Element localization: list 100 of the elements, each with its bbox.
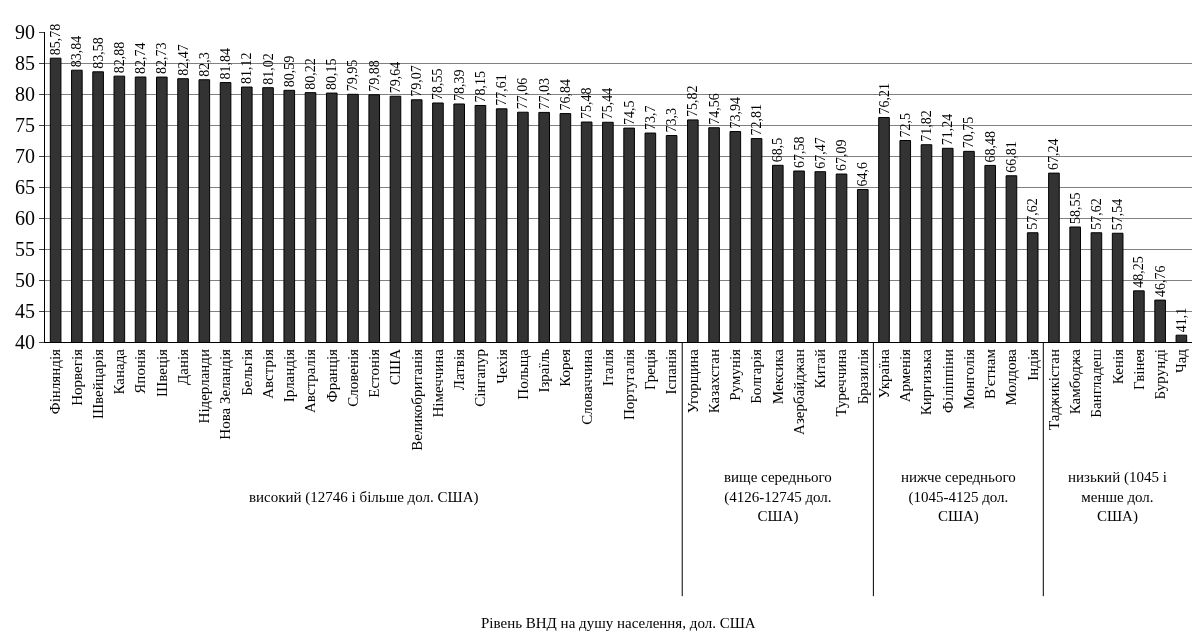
data-label: 78,15: [472, 70, 488, 103]
y-tick-label: 45: [15, 300, 35, 322]
x-tick-label: США: [387, 348, 404, 385]
data-label: 71,82: [918, 110, 934, 142]
x-tick-label: Мексика: [769, 348, 786, 405]
data-label: 79,07: [409, 65, 425, 97]
data-label: 68,48: [982, 130, 998, 163]
x-tick-label: Іспанія: [663, 348, 680, 395]
data-label: 67,24: [1046, 138, 1062, 171]
data-label: 66,81: [1003, 141, 1019, 173]
text: високий (12746 і більше дол. США): [249, 489, 479, 506]
data-label: 76,21: [876, 83, 892, 115]
x-tick-label: Канада: [111, 348, 128, 395]
data-label: 57,54: [1110, 198, 1126, 231]
data-label: 64,6: [855, 161, 871, 187]
x-tick-label: Угорщина: [684, 348, 701, 414]
text: низький (1045 і менше дол. США): [1068, 469, 1167, 525]
x-tick-label: Австралія: [302, 348, 319, 414]
x-tick-label: Естонія: [366, 348, 383, 398]
x-tick-label: Японія: [132, 348, 149, 394]
data-label: 75,48: [579, 87, 595, 120]
x-tick-label: Швеція: [153, 348, 170, 397]
data-label: 71,24: [940, 113, 956, 146]
text: вище середнього (4126-12745 дол. США): [724, 469, 832, 525]
data-label: 77,03: [536, 77, 552, 110]
x-tick-label: Болгарія: [748, 348, 765, 404]
data-label: 82,73: [154, 42, 170, 75]
x-tick-label: Арменія: [897, 348, 914, 403]
data-label: 48,25: [1131, 256, 1147, 288]
x-tick-label: Молдова: [1003, 348, 1020, 406]
x-tick-label: Бельгія: [238, 348, 255, 396]
data-label: 83,84: [69, 35, 85, 68]
data-label: 79,64: [387, 61, 403, 94]
y-tick-label: 70: [15, 145, 35, 167]
x-tick-label: Румунія: [727, 348, 744, 401]
data-label: 74,56: [706, 93, 722, 125]
data-label: 74,5: [621, 100, 637, 126]
x-tick-label: Словаччина: [578, 348, 595, 425]
data-label: 80,15: [324, 58, 340, 91]
x-tick-label: В'єтнам: [982, 348, 999, 399]
text: Рівень ВНД на душу населення, дол. США: [481, 615, 756, 631]
x-tick-label: Камбоджа: [1067, 348, 1084, 415]
x-tick-label: Швейцарія: [89, 348, 106, 420]
y-tick-label: 80: [15, 83, 35, 105]
x-tick-label: Сінгапур: [472, 349, 489, 407]
x-tick-label: Індія: [1024, 348, 1041, 381]
data-label: 70,75: [961, 116, 977, 149]
x-tick-label: Китай: [812, 349, 829, 389]
x-tick-label: Чад: [1173, 348, 1190, 374]
data-label: 81,12: [239, 52, 255, 85]
data-label: 72,81: [749, 104, 765, 136]
y-tick-label: 75: [15, 114, 35, 136]
x-tick-label: Фінляндія: [47, 348, 64, 415]
data-label: 67,58: [791, 136, 807, 168]
y-tick-label: 50: [15, 269, 35, 291]
data-label: 73,94: [727, 97, 743, 129]
y-tick-label: 60: [15, 207, 35, 229]
y-tick-label: 90: [15, 21, 35, 43]
x-tick-label: Данія: [174, 348, 191, 385]
x-tick-label: Казахстан: [705, 349, 722, 414]
data-label: 82,47: [175, 44, 191, 76]
x-tick-label: Латвія: [451, 348, 468, 391]
data-label: 76,84: [557, 79, 573, 111]
x-tick-label: Ірландія: [281, 348, 298, 403]
data-label: 57,62: [1088, 198, 1104, 230]
x-tick-label: Корея: [557, 348, 574, 387]
y-tick-label: 85: [15, 52, 35, 74]
data-label: 78,55: [430, 68, 446, 100]
data-label: 80,59: [281, 55, 297, 88]
data-label: 82,74: [133, 42, 149, 75]
x-tick-label: Киргизька: [918, 348, 935, 416]
data-label: 81,84: [218, 48, 234, 80]
data-label: 77,61: [494, 74, 510, 106]
data-label: 75,44: [600, 87, 616, 120]
x-tick-label: Гвінея: [1130, 348, 1147, 390]
data-label: 46,76: [1152, 265, 1168, 298]
x-tick-label: Норвегія: [68, 348, 85, 406]
x-tick-label: Бурунді: [1152, 349, 1169, 400]
x-tick-label: Туреччина: [833, 348, 850, 417]
x-tick-label: Португалія: [620, 348, 637, 420]
data-label: 67,09: [834, 139, 850, 172]
x-tick-label: Україна: [875, 348, 892, 399]
x-tick-label: Кенія: [1109, 348, 1126, 385]
x-tick-label: Польща: [514, 348, 531, 400]
data-label: 83,58: [90, 37, 106, 69]
x-tick-label: Греція: [642, 348, 659, 390]
text: нижче середнього (1045-4125 дол. США): [901, 469, 1016, 525]
data-label: 81,02: [260, 53, 276, 85]
data-label: 82,3: [196, 52, 212, 77]
data-label: 79,88: [366, 60, 382, 92]
x-tick-label: Філіппіни: [939, 349, 956, 413]
data-label: 73,7: [642, 105, 658, 131]
x-tick-label: Франція: [323, 348, 340, 403]
x-tick-label: Італія: [599, 348, 616, 387]
data-label: 58,55: [1067, 192, 1083, 224]
x-tick-label: Нова Зеландія: [217, 348, 234, 440]
data-label: 78,39: [451, 69, 467, 101]
x-tick-label: Чехія: [493, 348, 510, 384]
x-tick-label: Австрія: [259, 348, 276, 399]
data-label: 77,06: [515, 77, 531, 110]
